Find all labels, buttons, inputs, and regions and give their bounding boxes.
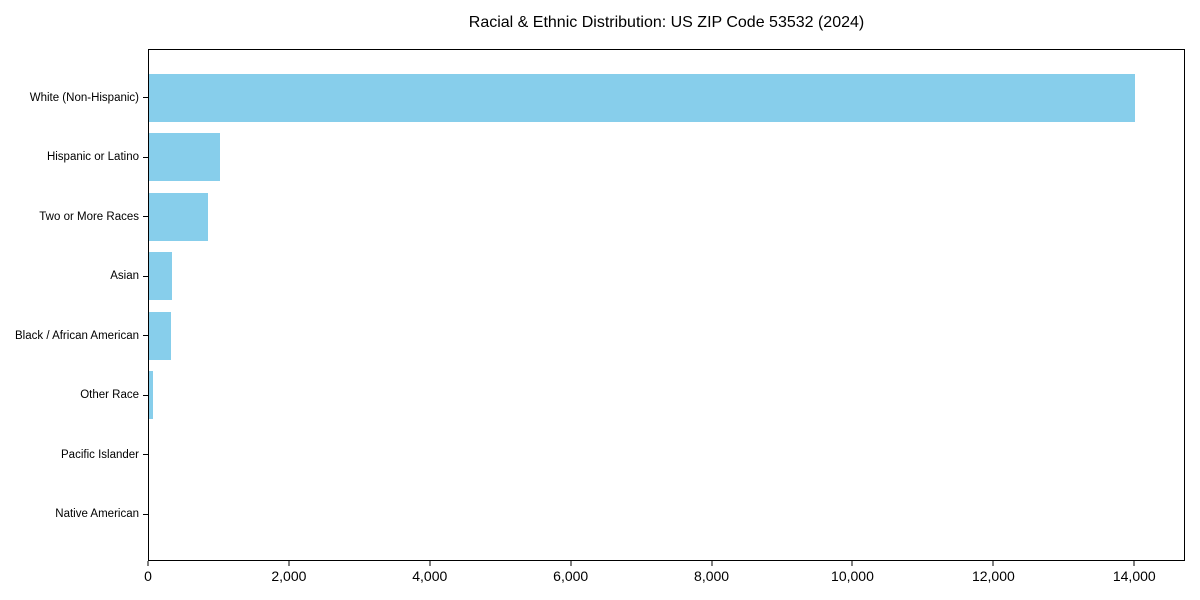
x-tick-label: 6,000	[553, 568, 589, 584]
bar	[149, 371, 154, 420]
y-tick-mark	[143, 156, 148, 158]
x-tick-label: 8,000	[694, 568, 730, 584]
x-tick-label: 12,000	[971, 568, 1015, 584]
bar	[149, 311, 171, 360]
y-tick-mark	[143, 275, 148, 277]
bar-row: Native American	[55, 485, 1184, 545]
bar-row: Two or More Races	[39, 187, 1184, 247]
y-tick-label: Other Race	[80, 389, 139, 402]
x-tick-mark	[147, 561, 149, 566]
bar-row: Asian	[110, 247, 1184, 307]
y-tick-label: Pacific Islander	[61, 448, 139, 461]
x-tick-mark	[1133, 561, 1135, 566]
x-tick-label: 14,000	[1112, 568, 1156, 584]
y-tick-label: Two or More Races	[39, 210, 139, 223]
x-axis-ticks: 0 2,000 4,000 6,000 8,000 10,000 12,000 14,000	[144, 561, 1185, 595]
y-tick-mark	[143, 216, 148, 218]
y-tick-label: Hispanic or Latino	[46, 151, 139, 164]
x-tick-mark	[570, 561, 572, 566]
bar-row: Other Race	[80, 366, 1184, 426]
x-tick-mark	[288, 561, 290, 566]
bar-row: Pacific Islander	[61, 425, 1184, 485]
y-tick-mark	[143, 454, 148, 456]
x-tick-label: 0	[144, 568, 152, 584]
bar	[149, 192, 209, 241]
y-tick-label: Black / African American	[15, 329, 139, 342]
bar-row: White (Non-Hispanic)	[30, 68, 1184, 128]
plot-area: White (Non-Hispanic) Hispanic or Latino Tw…	[15, 49, 1185, 561]
x-tick-mark	[851, 561, 853, 566]
x-tick-mark	[429, 561, 431, 566]
y-tick-label: White (Non-Hispanic)	[29, 91, 139, 104]
x-tick-label: 2,000	[271, 568, 307, 584]
x-tick-mark	[992, 561, 994, 566]
bar	[149, 133, 221, 182]
x-tick-label: 4,000	[412, 568, 448, 584]
y-tick-label: Asian	[110, 270, 139, 283]
y-tick-mark	[143, 97, 148, 99]
bar	[149, 252, 173, 301]
y-tick-mark	[143, 394, 148, 396]
chart-title: Racial & Ethnic Distribution: US ZIP Cod…	[468, 14, 865, 31]
y-tick-label: Native American	[55, 508, 139, 521]
y-tick-mark	[143, 513, 148, 515]
x-tick-label: 10,000	[831, 568, 874, 584]
bar-row: Black / African American	[15, 306, 1184, 366]
x-tick-mark	[711, 561, 713, 566]
y-tick-mark	[143, 335, 148, 337]
bar-row: Hispanic or Latino	[47, 128, 1184, 188]
bar	[149, 73, 1136, 122]
